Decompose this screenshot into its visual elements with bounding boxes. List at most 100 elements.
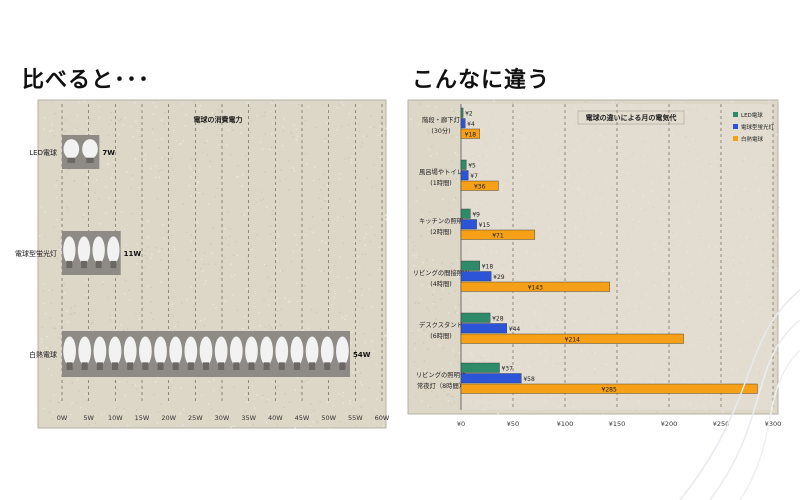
texture-dot xyxy=(290,260,292,263)
texture-dot xyxy=(58,323,60,325)
x-tick-label: ¥150 xyxy=(609,420,626,428)
texture-dot xyxy=(151,253,153,255)
texture-dot xyxy=(449,403,452,405)
texture-dot xyxy=(142,109,144,112)
texture-dot xyxy=(205,140,208,142)
texture-dot xyxy=(324,200,326,202)
texture-dot xyxy=(135,420,137,422)
texture-dot xyxy=(178,143,180,145)
texture-dot xyxy=(441,184,443,186)
texture-dot xyxy=(364,244,366,246)
texture-dot xyxy=(246,288,248,290)
value-label: 54W xyxy=(353,351,371,359)
texture-dot xyxy=(731,101,733,103)
x-tick-label: 10W xyxy=(108,414,123,422)
texture-dot xyxy=(233,254,235,256)
texture-dot xyxy=(70,307,72,309)
texture-dot xyxy=(88,423,90,426)
right-heading: こんなに違う xyxy=(412,68,551,93)
texture-dot xyxy=(168,419,170,421)
texture-dot xyxy=(296,244,298,246)
texture-dot xyxy=(133,102,136,104)
texture-dot xyxy=(497,412,499,415)
texture-dot xyxy=(344,318,346,321)
texture-dot xyxy=(423,342,425,344)
texture-dot xyxy=(442,288,444,291)
bulb-base xyxy=(110,260,117,269)
texture-dot xyxy=(125,243,127,246)
texture-dot xyxy=(236,122,238,125)
texture-dot xyxy=(205,280,207,282)
texture-dot xyxy=(217,108,219,111)
texture-dot xyxy=(156,198,159,200)
texture-dot xyxy=(279,270,282,272)
texture-dot xyxy=(359,381,361,383)
texture-dot xyxy=(43,128,45,130)
texture-dot xyxy=(272,122,274,124)
texture-dot xyxy=(244,419,246,421)
texture-dot xyxy=(184,125,187,127)
texture-dot xyxy=(195,132,197,134)
data-label: ¥285 xyxy=(602,386,617,393)
texture-dot xyxy=(180,387,182,390)
texture-dot xyxy=(209,160,212,162)
bulb-base xyxy=(309,362,316,370)
bar xyxy=(460,208,471,219)
texture-dot xyxy=(443,390,445,393)
texture-dot xyxy=(635,409,638,412)
texture-dot xyxy=(213,389,215,392)
texture-dot xyxy=(189,165,191,168)
texture-dot xyxy=(364,341,367,344)
texture-dot xyxy=(288,401,291,403)
texture-dot xyxy=(62,321,64,323)
texture-dot xyxy=(181,103,183,105)
texture-dot xyxy=(210,243,212,245)
texture-dot xyxy=(420,271,422,273)
texture-dot xyxy=(115,407,118,410)
texture-dot xyxy=(158,250,161,252)
bulb-base xyxy=(81,362,88,370)
texture-dot xyxy=(452,349,454,352)
texture-dot xyxy=(51,289,54,292)
texture-dot xyxy=(776,133,778,136)
texture-dot xyxy=(457,179,459,182)
texture-dot xyxy=(150,312,152,314)
x-tick-label: ¥50 xyxy=(507,420,519,428)
texture-dot xyxy=(199,105,202,107)
texture-dot xyxy=(296,135,299,138)
texture-dot xyxy=(292,135,295,138)
texture-dot xyxy=(326,122,328,124)
texture-dot xyxy=(118,119,120,122)
texture-dot xyxy=(141,121,143,123)
texture-dot xyxy=(40,341,43,343)
texture-dot xyxy=(361,306,364,309)
texture-dot xyxy=(453,401,456,404)
texture-dot xyxy=(177,325,180,328)
texture-dot xyxy=(190,176,192,178)
texture-dot xyxy=(245,155,247,157)
texture-dot xyxy=(214,263,217,265)
texture-dot xyxy=(50,375,52,377)
texture-dot xyxy=(59,398,61,400)
bulb-glass xyxy=(199,336,213,366)
x-tick-label: ¥100 xyxy=(557,420,574,428)
texture-dot xyxy=(153,393,155,396)
texture-dot xyxy=(60,273,62,275)
texture-dot xyxy=(309,228,311,230)
texture-dot xyxy=(152,132,154,134)
bar xyxy=(460,373,522,384)
texture-dot xyxy=(150,286,152,289)
texture-dot xyxy=(179,413,181,415)
texture-dot xyxy=(193,101,195,103)
texture-dot xyxy=(289,300,292,302)
texture-dot xyxy=(602,413,604,415)
texture-dot xyxy=(185,114,187,116)
texture-dot xyxy=(65,119,67,121)
texture-dot xyxy=(450,108,452,110)
texture-dot xyxy=(413,265,415,267)
texture-dot xyxy=(105,186,107,188)
texture-dot xyxy=(223,257,225,259)
texture-dot xyxy=(455,306,457,309)
texture-dot xyxy=(304,234,307,236)
